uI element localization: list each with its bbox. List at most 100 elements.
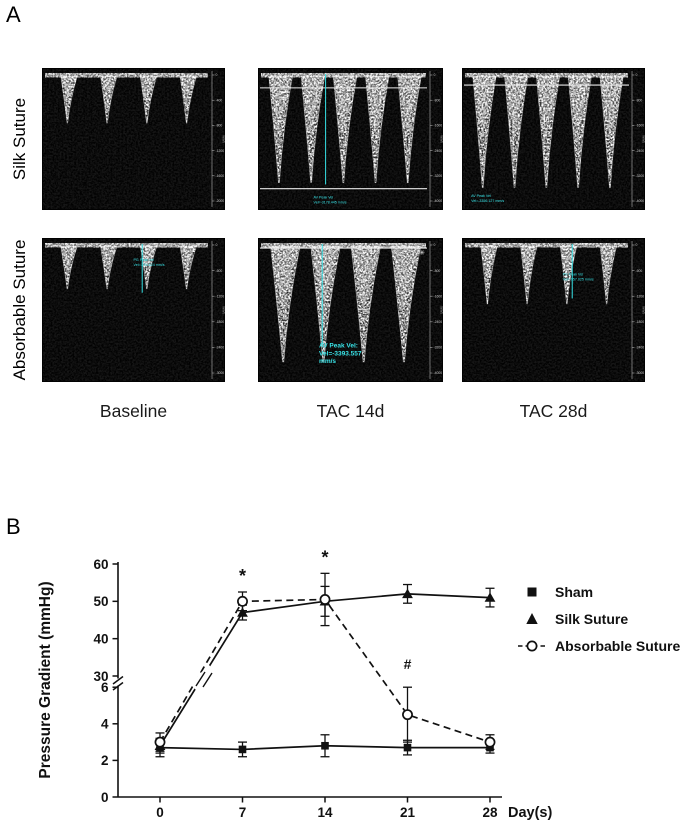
doppler-measurement-text: AV Peak Vel	[314, 196, 334, 200]
legend-label-sham: Sham	[555, 584, 594, 600]
velocity-scale-tick: -800	[434, 269, 441, 273]
x-axis-title: Day(s)	[508, 805, 552, 821]
doppler-measurement-text: Vel=-3178.445 mm/s	[314, 201, 347, 205]
sham-marker	[486, 743, 494, 752]
velocity-scale-tick: -2400	[216, 346, 225, 350]
velocity-unit-label: mm/s	[642, 135, 646, 144]
y-tick-label: 4	[101, 717, 109, 732]
doppler-measurement-text: PG Peak Vel	[134, 258, 155, 262]
doppler-spectrogram: 0 -600 -1200 -1800 -2400 -3000 mm/s PG Peak Vel…	[42, 238, 226, 382]
velocity-scale-tick: -1200	[216, 149, 225, 153]
velocity-scale-tick: -1800	[216, 320, 225, 324]
doppler-measurement-text: AV Peak Vel:	[319, 342, 358, 349]
panel-a-label: A	[6, 2, 21, 27]
sham-marker	[238, 745, 247, 754]
doppler-measurement-text: Vel=-957.025 mm/s	[563, 277, 594, 281]
velocity-scale-tick: 0	[216, 73, 218, 77]
x-tick-label: 7	[239, 805, 247, 820]
x-tick-label: 0	[156, 805, 164, 820]
filled-triangle-marker-icon	[526, 613, 538, 624]
y-tick-label: 40	[93, 631, 108, 646]
legend-label-absorbable-suture: Absorbable Suture	[555, 638, 681, 654]
y-tick-label: 2	[101, 753, 109, 768]
doppler-measurement-text: Vel=-3356.127 mm/s	[471, 199, 504, 203]
chart-legend: Sham Silk Suture Absorbable Suture	[517, 584, 680, 665]
velocity-scale-tick: -3200	[434, 174, 443, 178]
column-label-tac-14d: TAC 14d	[316, 401, 385, 421]
velocity-scale-tick: -2400	[434, 320, 443, 324]
sham-marker	[403, 743, 412, 752]
row-label-silk-suture: Silk Suture	[10, 97, 29, 181]
y-tick-label: 0	[101, 790, 109, 805]
velocity-scale-tick: -4000	[434, 371, 443, 375]
doppler-spectrogram: 0 -400 -800 -1200 -1600 -2000 mm/s	[42, 68, 226, 210]
absorbable-marker	[319, 594, 331, 605]
open-circle-dashed-marker-icon	[518, 640, 546, 652]
velocity-scale-tick: -1600	[636, 124, 645, 128]
velocity-unit-label: mm/s	[440, 306, 444, 315]
y-tick-label: 30	[93, 669, 108, 684]
filled-square-marker-icon	[527, 587, 537, 597]
x-tick-label: 14	[317, 805, 333, 820]
x-tick-label: 28	[482, 805, 498, 820]
ultrasound-panel-absorbable-baseline: 0 -600 -1200 -1800 -2400 -3000 mm/s PG Peak Vel…	[42, 238, 226, 382]
velocity-scale-tick: -4000	[434, 199, 443, 203]
y-tick-label: 50	[93, 594, 108, 609]
velocity-scale-tick: -2400	[434, 149, 443, 153]
velocity-scale-tick: -4000	[636, 199, 645, 203]
velocity-scale-tick: -2000	[216, 199, 225, 203]
velocity-scale-tick: 0	[636, 243, 638, 247]
doppler-measurement-text: Vel=-794.624 mm/s	[134, 263, 165, 267]
silk-marker	[402, 588, 413, 599]
legend-item-sham: Sham	[517, 584, 680, 600]
line-break-slash	[202, 672, 213, 688]
velocity-unit-label: mm/s	[642, 306, 646, 315]
velocity-scale-tick: -600	[636, 269, 643, 273]
velocity-scale-tick: 0	[434, 243, 436, 247]
ultrasound-panel-silk-tac14: 0 -800 -1600 -2400 -3200 -4000 mm/s AV Peak Vel…	[258, 68, 444, 210]
y-tick-label: 6	[101, 680, 109, 695]
legend-item-silk-suture: Silk Suture	[517, 611, 680, 627]
velocity-scale-tick: -1200	[636, 294, 645, 298]
doppler-measurement-text: Vel=-3393.557	[319, 350, 362, 357]
row-label-absorbable-suture: Absorbable Suture	[10, 239, 29, 381]
ultrasound-panel-absorbable-tac28: 0 -600 -1200 -1800 -2400 -3000 mm/s PG Peak Vel…	[462, 238, 646, 382]
doppler-spectrogram: 0 -800 -1600 -2400 -3200 -4000 mm/s AV Peak Vel…	[258, 68, 444, 210]
velocity-scale-tick: -800	[434, 98, 441, 102]
velocity-scale-tick: -400	[216, 98, 223, 102]
doppler-spectrogram: 0 -800 -1600 -2400 -3200 -4000 mm/s AV Peak Vel…	[258, 238, 444, 382]
silk-marker	[484, 592, 496, 602]
significance-marker: *	[321, 547, 328, 567]
column-label-tac-28d: TAC 28d	[519, 401, 588, 421]
velocity-scale-tick: -800	[216, 124, 223, 128]
sham-marker	[321, 741, 329, 750]
velocity-scale-tick: -3000	[636, 371, 645, 375]
velocity-scale-tick: -1600	[434, 124, 443, 128]
column-label-baseline: Baseline	[99, 401, 168, 421]
ultrasound-panel-absorbable-tac14: 0 -800 -1600 -2400 -3200 -4000 mm/s AV Peak Vel…	[258, 238, 444, 382]
doppler-spectrogram: 0 -800 -1600 -2400 -3200 -4000 mm/s AV Peak Vel…	[462, 68, 646, 210]
absorbable-marker	[237, 595, 248, 607]
corner-marker-icon: ✳	[419, 249, 425, 257]
absorbable-marker	[402, 709, 413, 721]
legend-item-absorbable-suture: Absorbable Suture	[517, 638, 680, 654]
velocity-scale-tick: 0	[216, 243, 218, 247]
ultrasound-panel-silk-tac28: 0 -800 -1600 -2400 -3200 -4000 mm/s AV Peak Vel…	[462, 68, 646, 210]
velocity-scale-tick: -1600	[216, 174, 225, 178]
absorbable-marker	[484, 736, 496, 748]
doppler-spectrogram: 0 -600 -1200 -1800 -2400 -3000 mm/s PG Peak Vel…	[462, 238, 646, 382]
y-tick-label: 60	[93, 557, 108, 572]
velocity-scale-tick: -1200	[216, 294, 225, 298]
velocity-unit-label: mm/s	[222, 306, 226, 315]
velocity-scale-tick: -600	[216, 269, 223, 273]
panel-b-label: B	[6, 514, 21, 539]
significance-marker: #	[404, 656, 412, 672]
velocity-unit-label: mm/s	[222, 135, 226, 144]
doppler-measurement-text: PG Peak Vel	[563, 272, 584, 276]
velocity-scale-tick: -1600	[434, 294, 443, 298]
velocity-scale-tick: 0	[636, 73, 638, 77]
velocity-scale-tick: -1800	[636, 320, 645, 324]
velocity-scale-tick: 0	[434, 73, 436, 77]
velocity-scale-tick: -800	[636, 98, 643, 102]
